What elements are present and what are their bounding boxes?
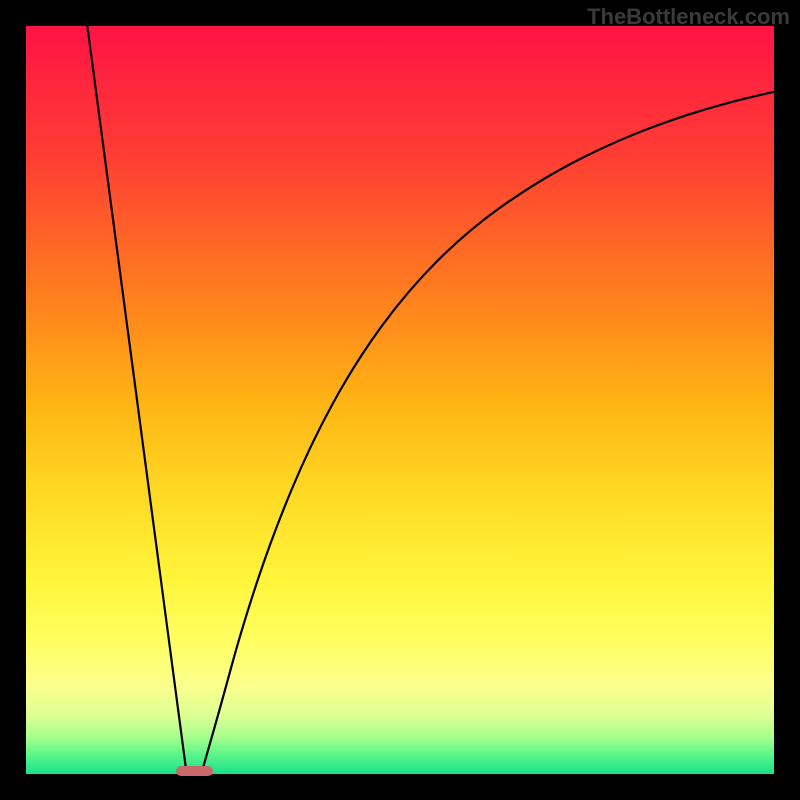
plot-area (26, 26, 774, 774)
right-curve (203, 92, 774, 770)
optimal-match-marker (176, 766, 213, 776)
watermark-text: TheBottleneck.com (587, 4, 790, 30)
left-segment (87, 26, 186, 770)
curve-overlay (26, 26, 774, 774)
chart-stage: TheBottleneck.com (0, 0, 800, 800)
